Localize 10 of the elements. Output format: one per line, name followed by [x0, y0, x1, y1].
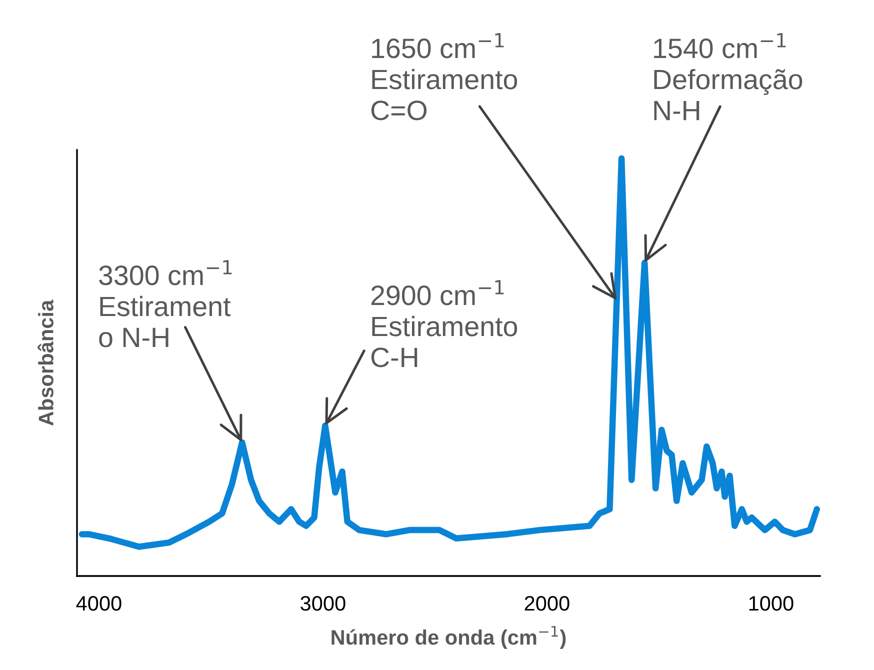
annotation: 1540 cm$^{−1}$ Deformação N-H: [654, 33, 802, 120]
x-axis-title: Número de onda (cm$^{−1}$): [332, 626, 566, 649]
x-tick-label: 1000: [749, 596, 794, 611]
annotation: 1650 cm$^{−1}$ Estiramento C=O: [371, 33, 518, 120]
x-tick-label: 2000: [524, 596, 570, 611]
annotation: 2900 cm$^{−1}$ Estiramento C-H: [371, 280, 518, 368]
y-axis-title: Absorbância: [38, 300, 54, 426]
annotation: 3300 cm$^{−1}$ Estirament o N-H: [99, 260, 232, 348]
x-tick-label: 3000: [300, 596, 346, 611]
x-tick-label: 4000: [76, 596, 122, 611]
